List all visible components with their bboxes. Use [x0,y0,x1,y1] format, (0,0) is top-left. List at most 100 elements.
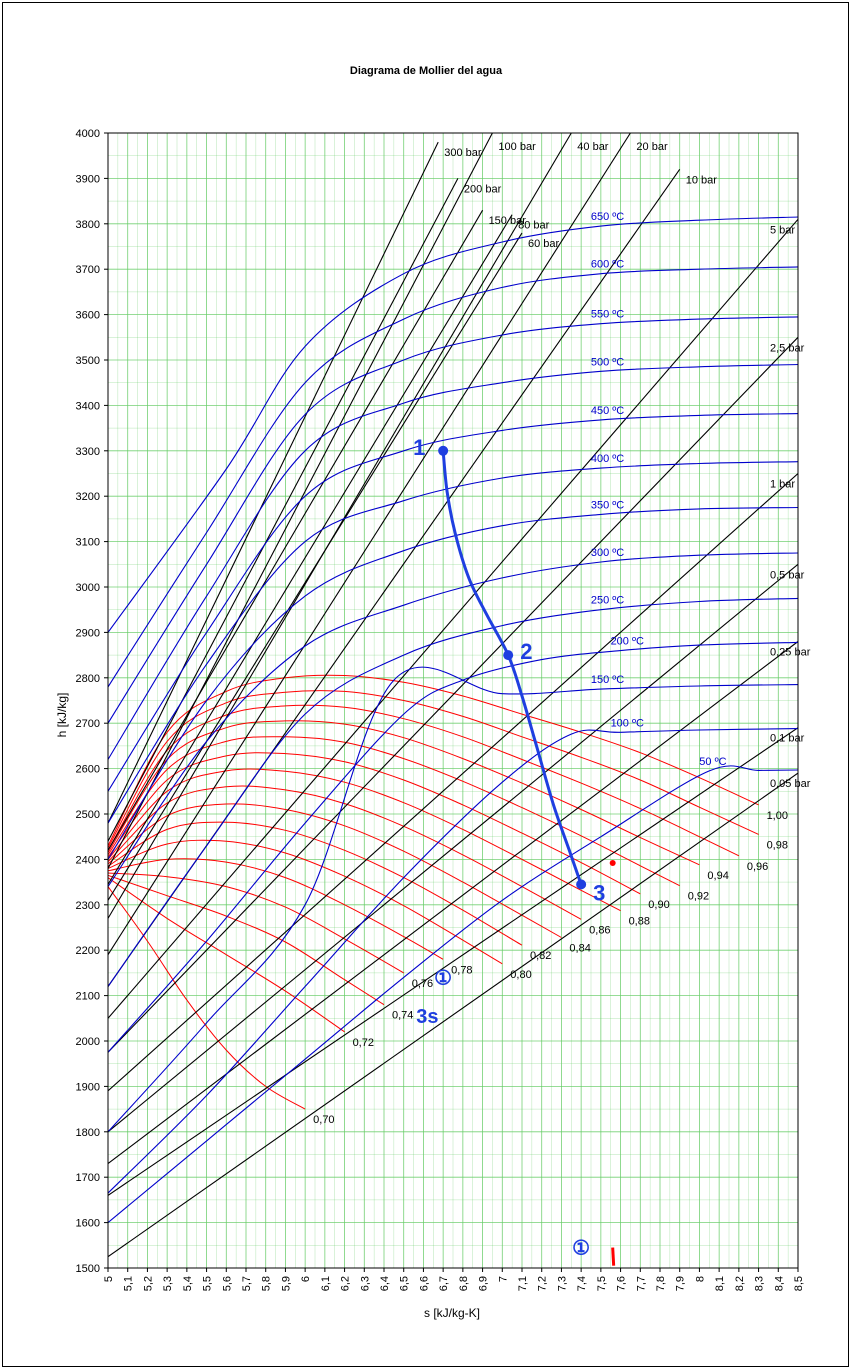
isotherm-label: 600 ºC [591,259,624,271]
isobar-line [108,133,631,955]
isobar-label: 2,5 bar [770,342,805,354]
isotherm-label: 250 ºC [591,595,624,607]
isotherm-line [108,216,798,633]
y-tick-label: 2600 [76,764,100,776]
isobar-line [108,641,798,1165]
quality-line [108,736,680,887]
y-tick-label: 2800 [76,673,100,685]
isobar-line [108,133,572,919]
process-point-label: 1 [413,435,425,460]
isobar-line [108,209,484,851]
quality-line [108,803,562,938]
isotherms [108,216,798,1224]
isobar-line [108,563,798,1133]
isotherm-label: 550 ºC [591,309,624,321]
y-tick-label: 2400 [76,854,100,866]
quality-label: 0,88 [629,916,650,928]
y-tick-label: 2100 [76,991,100,1003]
isotherm-line [108,728,798,1194]
curve-labels: 1,00 0,98 0,96 0,94 0,92 0,90 0,88 0,86 0,84 0,82… [313,141,811,1126]
y-tick-label: 2500 [76,809,100,821]
x-tick-label: 6,6 [418,1276,430,1291]
x-tick-label: 8,5 [793,1276,805,1291]
isotherm-label: 200 ºC [611,636,644,648]
isotherm-line [108,597,798,987]
plot-border [107,132,799,1269]
isobar-label: 100 bar [498,141,536,153]
x-tick-label: 7,5 [596,1276,608,1291]
quality-label: 0,82 [530,950,551,962]
x-axis-label: s [kJ/kg-K] [424,1306,480,1320]
quality-label: 0,74 [392,1010,413,1022]
quality-label: 1,00 [767,810,788,822]
quality-label: 0,76 [412,978,433,990]
quality-label: 0,84 [569,942,590,954]
x-tick-label: 6,8 [458,1276,470,1291]
y-tick-label: 3200 [76,491,100,503]
y-tick-label: 3700 [76,264,100,276]
isotherm-line [108,641,798,1053]
quality-label: 0,70 [313,1114,334,1126]
isobar-label: 40 bar [577,141,609,153]
isotherm-label: 150 ºC [591,674,624,686]
x-tick-label: 5,7 [241,1276,253,1291]
x-tick-label: 8,4 [773,1276,785,1291]
red-mark [609,860,616,867]
isotherm-label: 650 ºC [591,211,624,223]
y-tick-label: 2700 [76,718,100,730]
isotherm-line [108,266,798,688]
isotherm-line [108,765,798,1224]
isobar-line [108,336,798,1053]
quality-line [108,768,621,912]
y-axis-label: h [kJ/kg] [55,693,69,738]
isobar-label: 0,05 bar [770,778,811,790]
isobar-line [108,178,459,842]
process-point-label: 3 [593,880,605,905]
isotherm-label: 500 ºC [591,356,624,368]
chart-title: Diagrama de Mollier del agua [350,65,503,77]
y-tick-label: 2300 [76,900,100,912]
x-tick-label: 5,6 [221,1276,233,1291]
isobar-label: 5 bar [770,224,795,236]
x-tick-label: 7,8 [655,1276,667,1291]
process-path: 1 2 3 3s ① ① [413,435,616,1266]
y-tick-label: 1900 [76,1081,100,1093]
isobar-label: 150 bar [489,215,527,227]
handwritten-annotation: ① [572,1237,590,1259]
quality-label: 0,98 [767,839,788,851]
y-tick-label: 2200 [76,945,100,957]
y-tick-label: 3500 [76,355,100,367]
isotherm-line [108,363,798,760]
process-point-label: 2 [520,639,532,664]
isobar-line [108,473,798,1092]
x-tick-label: 8,1 [714,1276,726,1291]
x-tick-label: 8,2 [734,1276,746,1291]
y-tick-label: 1700 [76,1172,100,1184]
isotherm-line [108,461,798,824]
isotherm-line [108,666,798,1133]
isobar-label: 1 bar [770,479,795,491]
x-tick-label: 5,5 [202,1276,214,1291]
handwritten-annotation: ① [434,967,452,989]
quality-line [108,704,740,857]
quality-line [108,858,444,960]
isobar-line [108,772,798,1258]
quality-line [108,720,700,866]
isotherm-line [108,506,798,860]
red-mark [611,1247,616,1266]
isobar-label: 0,1 bar [770,733,805,745]
isotherm-label: 50 ºC [699,756,726,768]
x-tick-label: 7,4 [576,1276,588,1291]
isotherm-label: 100 ºC [611,717,644,729]
quality-line [108,674,759,847]
isotherm-label: 450 ºC [591,405,624,417]
y-tick-label: 2900 [76,627,100,639]
quality-label: 0,94 [707,870,728,882]
x-tick-label: 6,3 [359,1276,371,1291]
isotherm-label: 350 ºC [591,499,624,511]
quality-line [108,874,385,1006]
y-tick-label: 3600 [76,310,100,322]
x-tick-label: 6,7 [438,1276,450,1291]
isobar-label: 60 bar [528,238,560,250]
